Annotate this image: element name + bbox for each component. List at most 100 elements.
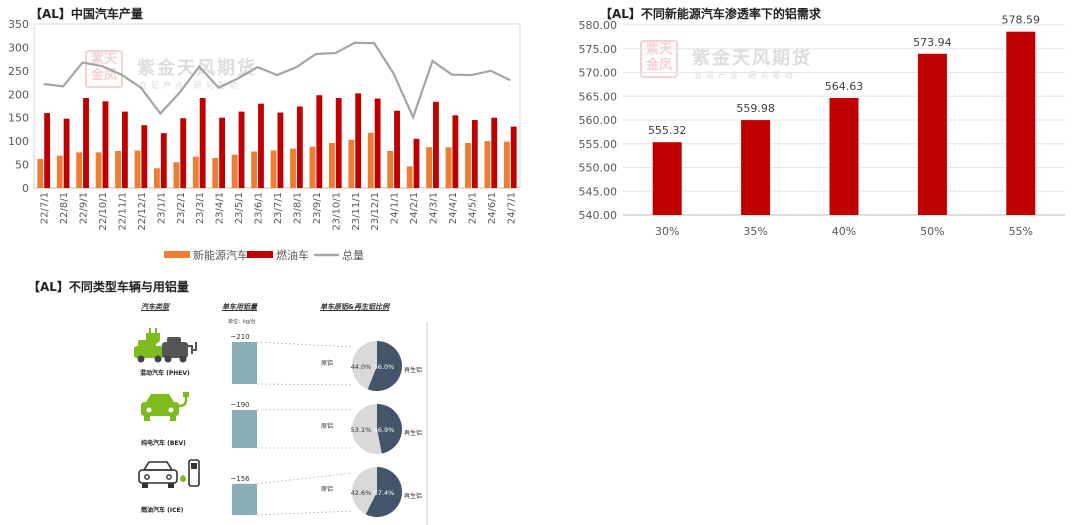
x-tick-label: 23/8/1	[292, 192, 303, 224]
bar-fuel	[199, 98, 206, 188]
bar-fuel	[296, 106, 303, 188]
bar-fuel	[433, 101, 439, 188]
y-tick-label: 250	[8, 65, 29, 78]
connector-line	[256, 510, 353, 516]
x-tick-label: 40%	[832, 225, 856, 238]
chart-aluminum-demand: 【AL】不同新能源汽车渗透率下的铝需求 紫天金凤 紫金天风期货 立足产业 研究驱…	[545, 0, 1080, 270]
vehicle-label-phev: 混动汽车 (PHEV)	[140, 370, 190, 377]
bar-fuel	[491, 117, 498, 188]
bar-nev	[426, 147, 433, 188]
usage-bar	[232, 342, 257, 384]
bar-nev	[231, 154, 238, 188]
pie-primary-pct: 44.0%	[351, 363, 372, 371]
bar-fuel	[121, 111, 128, 188]
chart2-svg: 540.00 545.00 550.00 555.00 560.00 565.00 570.…	[579, 14, 1065, 238]
usage-bar	[232, 410, 257, 448]
x-tick-label: 23/4/1	[215, 192, 226, 224]
x-tick-label: 24/2/1	[409, 192, 420, 224]
x-tick-label: 23/5/1	[234, 192, 245, 224]
chart-car-production: 【AL】中国汽车产量 紫天金凤 紫金天风期货 立足产业 研究驱动 0 50 100 1…	[0, 0, 540, 270]
bar-fuel	[44, 113, 51, 188]
data-label: 573.94	[913, 36, 952, 49]
bar-nev	[76, 152, 83, 188]
bar-demand	[917, 53, 947, 215]
y-tick-label: 570.00	[579, 67, 618, 80]
bar-demand	[652, 142, 682, 215]
pie-primary-label: 原铝	[321, 485, 333, 493]
connector-line	[256, 383, 353, 386]
data-label: 578.59	[1002, 14, 1041, 27]
x-tick-label: 24/5/1	[467, 192, 478, 224]
x-tick-label: 23/12/1	[370, 192, 381, 231]
x-tick-label: 23/7/1	[273, 192, 284, 224]
x-tick-label: 22/7/1	[40, 192, 51, 224]
bar-nev	[192, 156, 199, 188]
usage-bar	[232, 483, 257, 515]
pie-secondary-label: 再生铝	[404, 492, 422, 500]
bar-fuel	[180, 118, 187, 188]
chart3-title: 【AL】不同类型车辆与用铝量	[28, 280, 189, 294]
y-tick-label: 560.00	[579, 114, 618, 127]
y-tick-label: 150	[8, 112, 29, 125]
x-tick-label: 24/6/1	[487, 192, 498, 224]
legend-label-nev: 新能源汽车	[193, 248, 248, 262]
bar-nev	[95, 152, 102, 188]
bar-demand	[741, 120, 771, 215]
pie-primary-pct: 53.1%	[351, 426, 372, 434]
bar-fuel	[355, 93, 362, 188]
y-tick-label: 50	[15, 159, 29, 172]
table-svg: ~21056.0%44.0%原铝再生铝~19046.9%53.1%原铝再生铝~1…	[134, 322, 428, 525]
x-tick-label: 22/9/1	[79, 192, 90, 224]
bar-nev	[406, 166, 413, 188]
pie-primary-pct: 42.6%	[351, 489, 372, 497]
x-tick-label: 24/3/1	[429, 192, 440, 224]
bar-fuel	[316, 95, 323, 188]
bar-fuel	[413, 138, 420, 188]
bar-demand	[829, 98, 859, 215]
bar-fuel	[219, 117, 226, 188]
usage-label: ~210	[230, 333, 249, 341]
y-tick-label: 300	[8, 41, 29, 54]
x-tick-label: 23/9/1	[312, 192, 323, 224]
y-tick-label: 200	[8, 88, 29, 101]
bar-nev	[154, 168, 160, 188]
table-vehicle-aluminum: 【AL】不同类型车辆与用铝量 汽车类型 单车用铝量 单车原铝&再生铝比例 单位：…	[0, 272, 540, 525]
chart2-title: 【AL】不同新能源汽车渗透率下的铝需求	[600, 7, 821, 21]
bar-nev	[134, 150, 141, 188]
x-tick-label: 22/8/1	[59, 192, 70, 224]
bar-nev	[503, 141, 510, 188]
x-tick-label: 23/11/1	[351, 192, 362, 231]
unit-label: 单位：kg/台	[228, 319, 256, 325]
y-tick-label: 100	[8, 135, 29, 148]
data-label: 559.98	[736, 102, 775, 115]
vehicle-label-bev: 纯电汽车 (BEV)	[141, 440, 186, 447]
line-total	[43, 41, 511, 121]
bar-nev	[484, 141, 491, 188]
legend-swatch-fuel	[247, 251, 273, 258]
bar-fuel	[452, 115, 459, 188]
x-tick-label: 23/10/1	[331, 192, 342, 231]
y-tick-label: 580.00	[579, 19, 618, 32]
bar-fuel	[102, 101, 109, 188]
bar-nev	[465, 143, 471, 188]
bar-fuel	[141, 125, 148, 188]
x-tick-label: 23/1/1	[156, 192, 167, 224]
legend-label-fuel: 燃油车	[276, 248, 309, 262]
bar-fuel	[374, 98, 381, 188]
phev-car-icon	[134, 328, 197, 363]
y-tick-label: 0	[22, 182, 29, 195]
x-tick-label: 55%	[1009, 225, 1033, 238]
bar-nev	[309, 146, 316, 188]
data-label: 564.63	[825, 80, 864, 93]
legend-swatch-nev	[164, 251, 190, 258]
x-tick-label: 23/3/1	[195, 192, 206, 224]
x-tick-label: 30%	[655, 225, 679, 238]
x-tick-label: 22/12/1	[137, 192, 148, 231]
chart1-title: 【AL】中国汽车产量	[30, 7, 143, 21]
bar-nev	[251, 151, 258, 188]
pie-primary-label: 原铝	[321, 359, 333, 367]
bar-fuel	[471, 120, 478, 188]
bar-nev	[270, 150, 277, 188]
y-tick-label: 540.00	[579, 209, 618, 222]
pie-secondary-slice	[367, 341, 402, 391]
